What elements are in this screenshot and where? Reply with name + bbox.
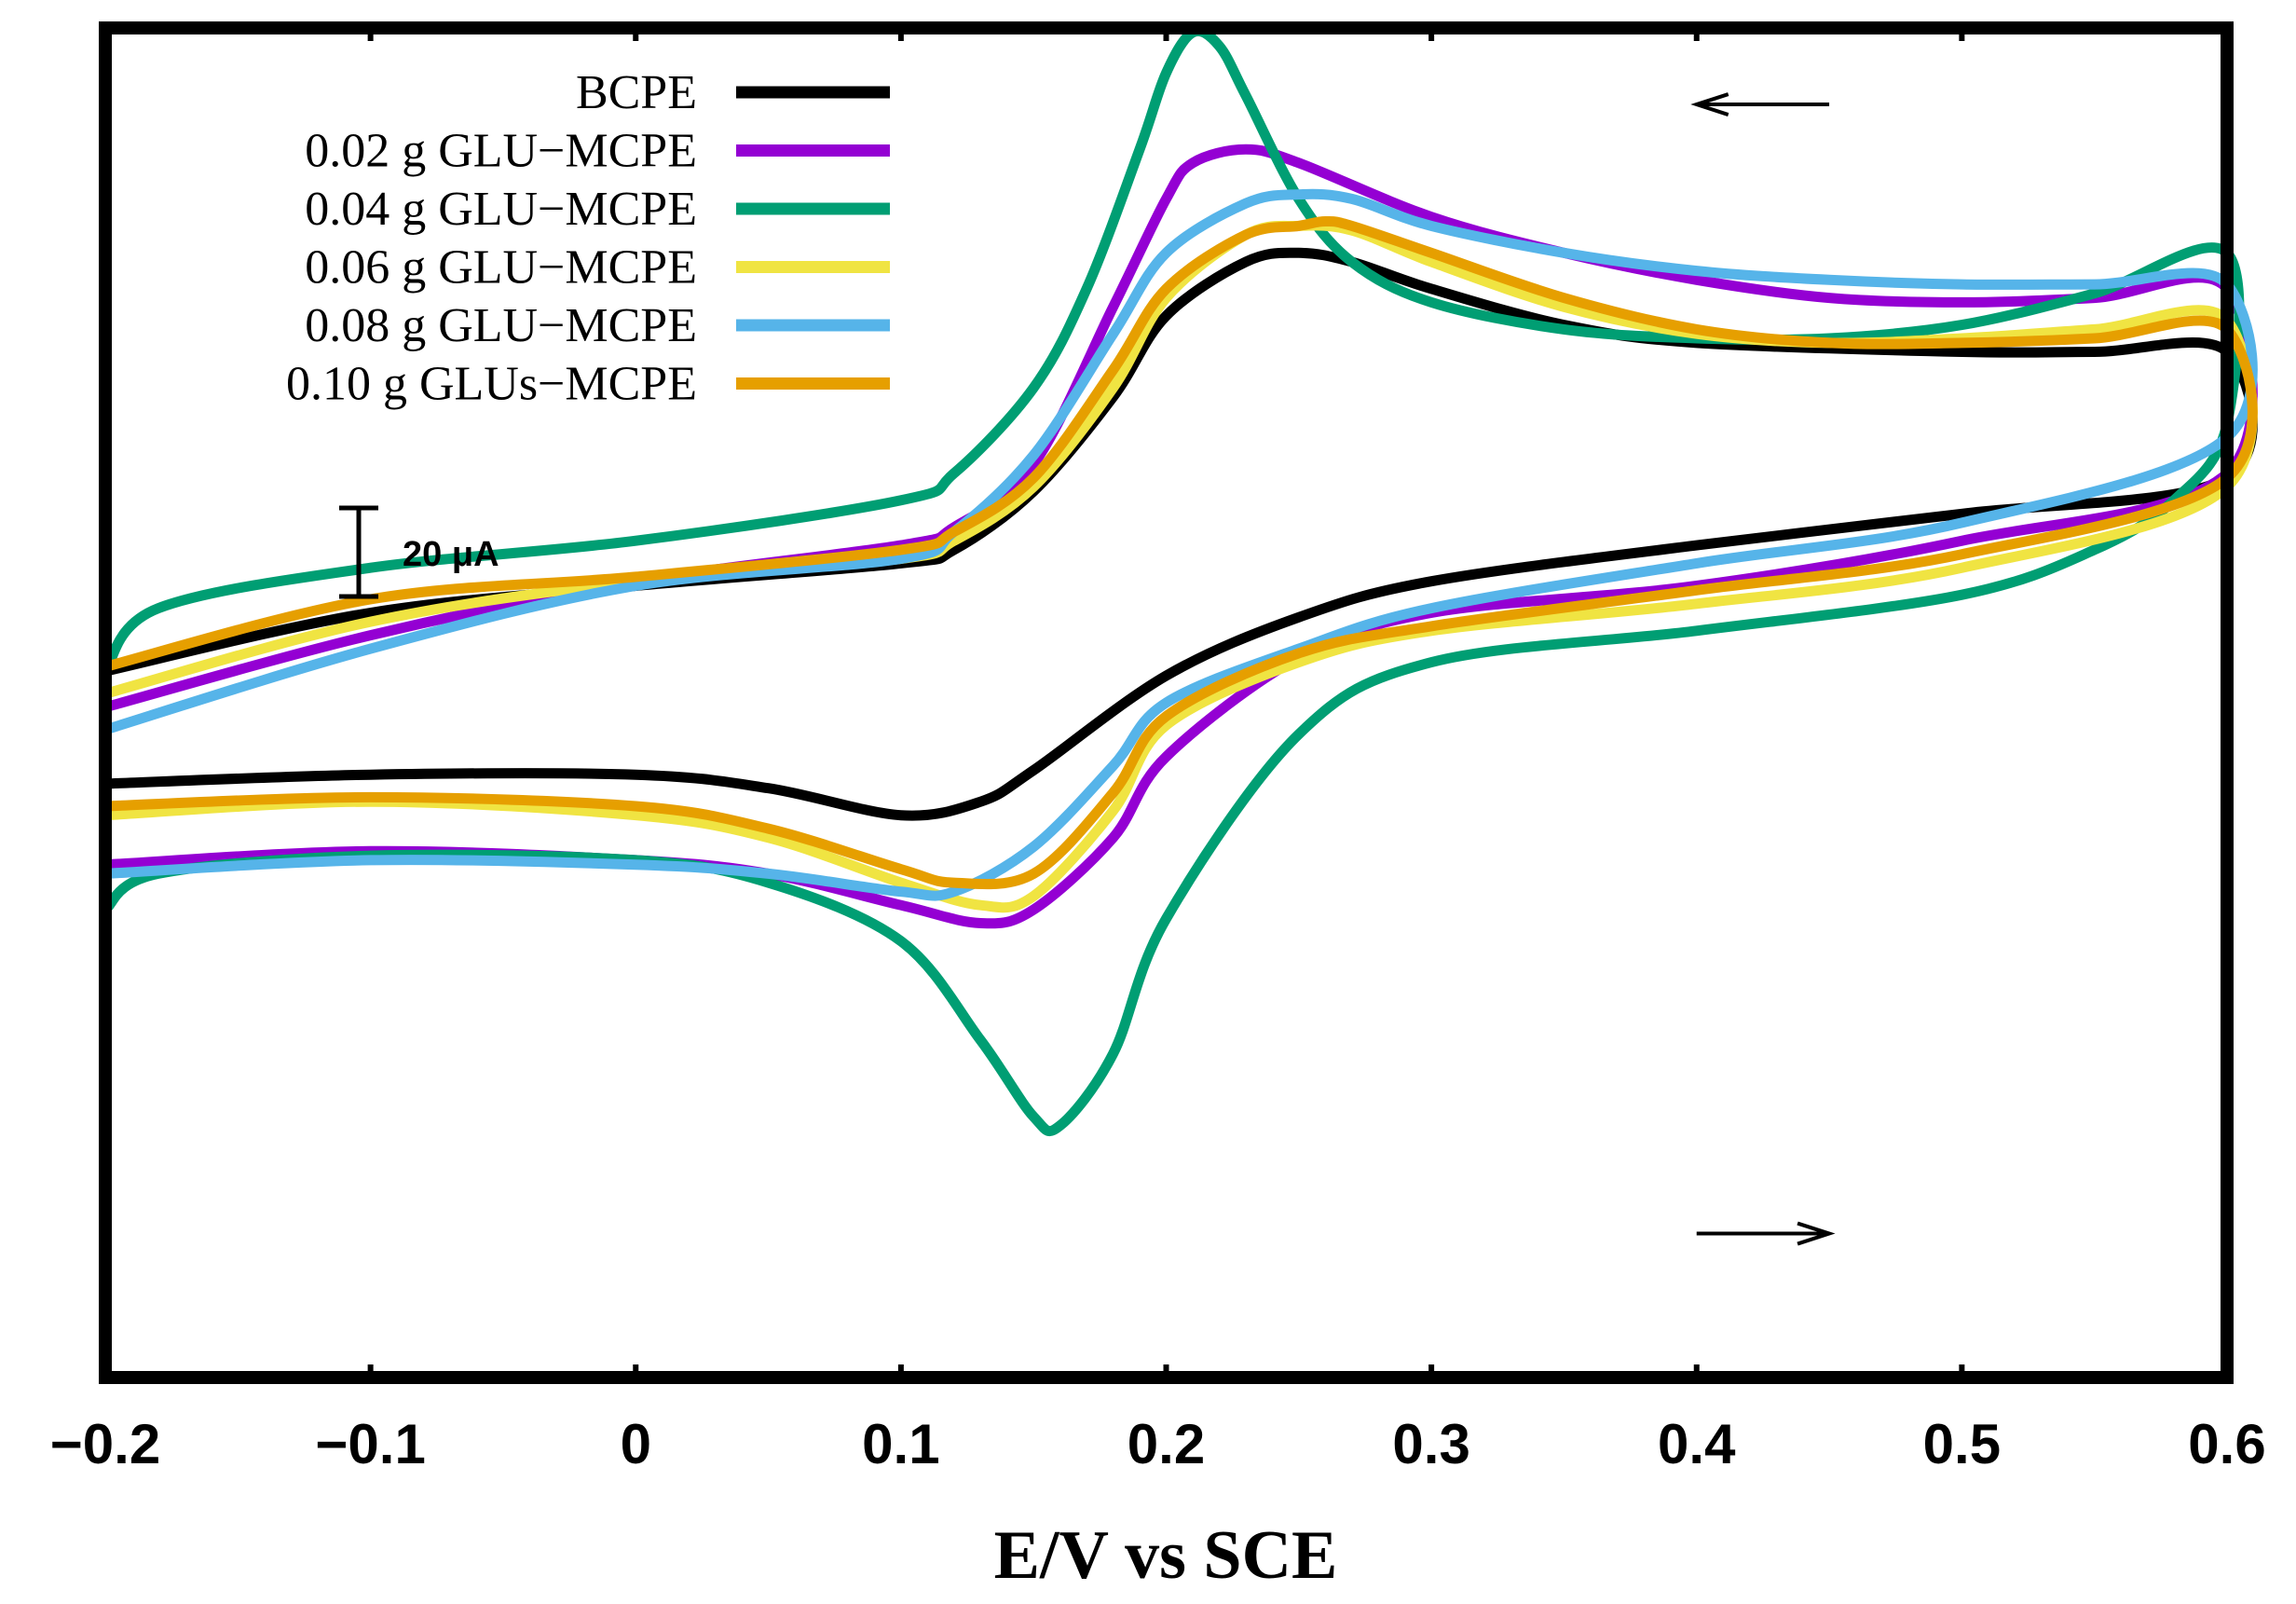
legend-label-bcpe: BCPE: [576, 66, 697, 119]
forward-scan-arrow-head: [1797, 1221, 1836, 1246]
scale-bar-label: 20 μA: [403, 535, 499, 574]
forward-scan-arrow: [1696, 1221, 1836, 1246]
series-line-0-08-g-glu-mcpe: [100, 188, 2258, 901]
legend-label-0-08-g-glu-mcpe: 0.08 g GLU−MCPE: [305, 299, 697, 352]
series-line-0-06-g-glu-mcpe: [100, 220, 2258, 913]
x-tick-label-6: 0.4: [1658, 1413, 1736, 1475]
reverse-scan-arrow-head: [1690, 92, 1729, 117]
scan-direction-arrows: [1690, 92, 1836, 1246]
scale-bar: 20 μA: [339, 505, 499, 599]
curves-layer: [100, 25, 2258, 1137]
legend-label-0-06-g-glu-mcpe: 0.06 g GLU−MCPE: [305, 241, 697, 295]
x-tick-label-3: 0.1: [862, 1413, 939, 1475]
series-line-bcpe: [100, 247, 2258, 821]
x-axis-ticks: [102, 28, 2230, 1378]
reverse-scan-arrow: [1690, 92, 1830, 117]
series-line-0-10-g-glus-mcpe: [100, 215, 2258, 890]
x-tick-label-1: −0.1: [315, 1413, 425, 1475]
legend-label-0-04-g-glu-mcpe: 0.04 g GLU−MCPE: [305, 183, 697, 236]
x-tick-label-8: 0.6: [2188, 1413, 2265, 1475]
legend-label-0-10-g-glus-mcpe: 0.10 g GLUs−MCPE: [286, 358, 697, 411]
x-axis-label: E/V vs SCE: [994, 1517, 1338, 1594]
x-tick-label-7: 0.5: [1923, 1413, 2001, 1475]
x-tick-label-0: −0.2: [50, 1413, 160, 1475]
legend-label-0-02-g-glu-mcpe: 0.02 g GLU−MCPE: [305, 125, 697, 178]
x-tick-label-5: 0.3: [1392, 1413, 1469, 1475]
x-tick-label-4: 0.2: [1128, 1413, 1205, 1475]
x-axis-tick-labels: −0.2 −0.1 0 0.1 0.2 0.3 0.4 0.5 0.6: [50, 1413, 2266, 1475]
x-tick-label-2: 0: [621, 1413, 651, 1475]
